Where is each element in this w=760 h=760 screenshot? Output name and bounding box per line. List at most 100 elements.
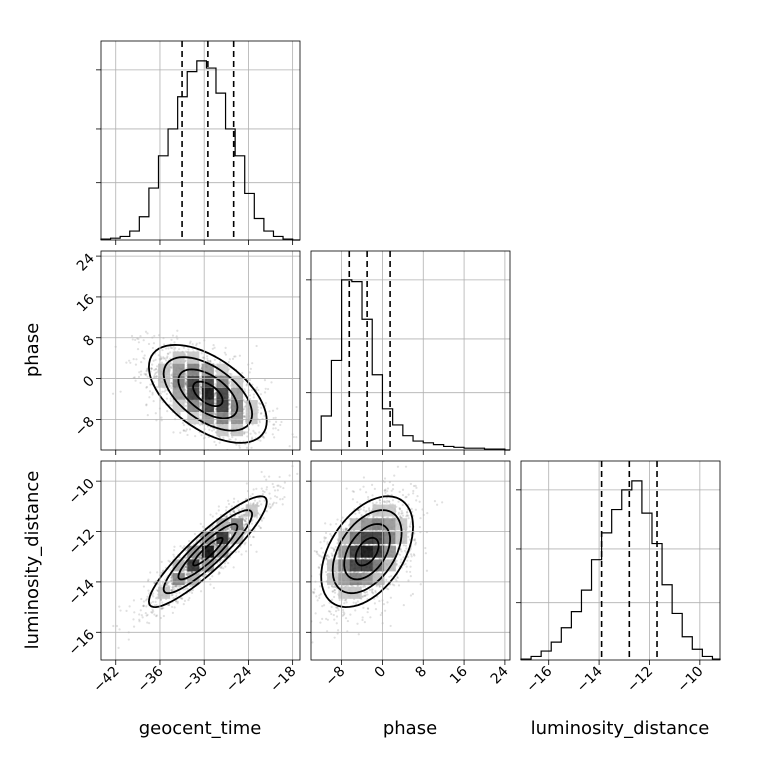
scatter-point — [249, 367, 252, 370]
scatter-point — [170, 579, 173, 582]
scatter-point — [198, 557, 201, 560]
scatter-point — [379, 613, 382, 617]
scatter-point — [337, 571, 340, 574]
scatter-point — [211, 543, 214, 547]
scatter-point — [156, 371, 159, 374]
scatter-point — [305, 591, 307, 593]
scatter-point — [185, 566, 188, 569]
scatter-point — [200, 434, 203, 437]
scatter-point — [153, 604, 156, 607]
scatter-point — [170, 373, 173, 377]
scatter-point — [213, 413, 217, 416]
scatter-point — [213, 398, 217, 401]
scatter-point — [198, 565, 202, 568]
scatter-point — [288, 445, 291, 448]
scatter-point — [351, 490, 354, 493]
scatter-point — [318, 594, 321, 597]
scatter-point — [222, 567, 225, 570]
scatter-point — [182, 346, 186, 349]
scatter-point — [198, 404, 202, 408]
scatter-point — [211, 515, 214, 518]
scatter-point — [407, 535, 410, 538]
scatter-point — [345, 527, 349, 530]
scatter-point — [232, 510, 236, 513]
scatter-point — [354, 609, 357, 612]
scatter-point — [344, 527, 347, 530]
scatter-point — [274, 420, 278, 423]
scatter-point — [173, 555, 176, 558]
scatter-point — [127, 638, 130, 641]
scatter-point — [414, 508, 417, 511]
scatter-point — [213, 559, 216, 562]
scatter-point — [129, 361, 132, 364]
scatter-point — [413, 538, 416, 541]
scatter-point — [213, 424, 216, 427]
scatter-point — [145, 605, 148, 608]
scatter-point — [233, 355, 236, 358]
scatter-point — [265, 510, 269, 513]
scatter-point — [184, 568, 187, 572]
scatter-point — [243, 415, 246, 418]
scatter-point — [364, 557, 367, 560]
scatter-point — [390, 489, 393, 492]
scatter-point — [276, 407, 279, 410]
scatter-point — [243, 532, 246, 535]
scatter-point — [371, 502, 375, 505]
scatter-point — [243, 543, 246, 546]
scatter-point — [170, 366, 174, 369]
scatter-point — [396, 576, 399, 580]
scatter-point — [228, 412, 231, 415]
scatter-point — [182, 424, 186, 427]
scatter-point — [305, 614, 307, 616]
scatter-point — [330, 534, 333, 538]
scatter-point — [192, 465, 194, 467]
scatter-point — [390, 575, 393, 578]
scatter-point — [145, 373, 148, 376]
scatter-point — [176, 600, 180, 603]
scatter-point — [251, 362, 254, 365]
scatter-point — [118, 605, 121, 608]
scatter-point — [199, 382, 202, 386]
scatter-point — [378, 498, 382, 502]
scatter-point — [383, 489, 386, 492]
scatter-point — [401, 514, 405, 517]
scatter-point — [155, 604, 158, 607]
scatter-point — [243, 415, 246, 418]
scatter-point — [145, 369, 148, 372]
scatter-point — [223, 562, 227, 565]
scatter-point — [400, 558, 403, 561]
scatter-point — [271, 482, 274, 486]
scatter-point — [412, 492, 415, 495]
scatter-point — [207, 360, 210, 363]
scatter-point — [263, 414, 266, 417]
scatter-point — [379, 543, 382, 547]
scatter-point — [399, 515, 402, 518]
scatter-point — [354, 512, 357, 515]
scatter-point — [185, 563, 188, 566]
scatter-point — [269, 505, 272, 509]
scatter-point — [248, 371, 251, 374]
scatter-point — [375, 501, 378, 504]
scatter-point — [391, 499, 395, 502]
scatter-point — [401, 488, 405, 491]
scatter-point — [272, 501, 276, 504]
scatter-point — [347, 571, 350, 574]
scatter-point — [366, 611, 369, 614]
scatter-point — [128, 359, 131, 362]
scatter-point — [211, 525, 214, 529]
scatter-point — [319, 555, 322, 558]
scatter-point — [268, 492, 271, 495]
scatter-point — [342, 613, 345, 616]
scatter-point — [391, 583, 394, 586]
scatter-point — [145, 370, 148, 373]
scatter-point — [199, 386, 203, 389]
scatter-point — [254, 432, 257, 435]
scatter-point — [184, 565, 187, 568]
scatter-point — [144, 599, 148, 602]
scatter-point — [366, 607, 370, 610]
scatter-point — [401, 503, 404, 507]
scatter-point — [258, 421, 261, 424]
scatter-point — [408, 538, 411, 541]
scatter-point — [146, 613, 149, 616]
scatter-point — [213, 412, 216, 415]
